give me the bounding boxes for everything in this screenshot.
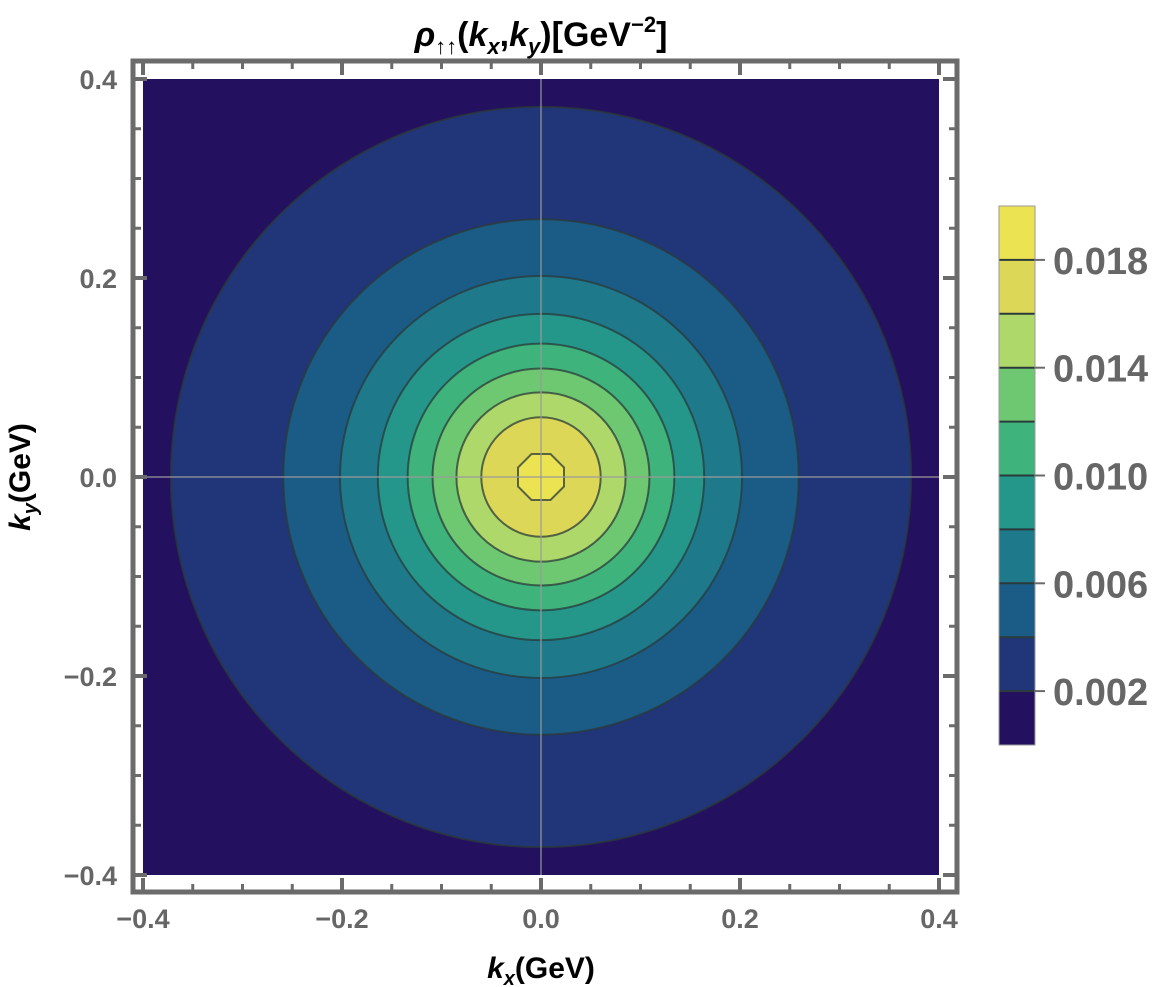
colorbar-segment bbox=[999, 583, 1035, 638]
zero-gridlines bbox=[143, 79, 939, 875]
colorbar-segment bbox=[999, 475, 1035, 530]
colorbar-tick-label: 0.006 bbox=[1053, 564, 1148, 606]
x-tick-label: −0.4 bbox=[116, 904, 169, 934]
colorbar-tick-label: 0.010 bbox=[1053, 457, 1148, 499]
x-axis-label-unit: (GeV) bbox=[515, 952, 595, 985]
y-axis-label-var: k bbox=[4, 513, 37, 531]
y-tick-label: 0.0 bbox=[79, 463, 117, 493]
title-comma: , bbox=[500, 16, 509, 54]
title-args-close: ) bbox=[540, 16, 551, 54]
colorbar-segment bbox=[999, 421, 1035, 476]
colorbar-tick-label: 0.018 bbox=[1053, 241, 1148, 283]
x-axis-label: kx(GeV) bbox=[487, 952, 595, 987]
x-tick-label: −0.2 bbox=[315, 904, 368, 934]
colorbar-segment bbox=[999, 691, 1035, 745]
title-symbol: ρ bbox=[414, 16, 436, 54]
y-axis-label-unit: (GeV) bbox=[4, 423, 37, 503]
y-tick-label: 0.2 bbox=[79, 264, 117, 294]
colorbar-segment bbox=[999, 259, 1035, 314]
colorbar-segment bbox=[999, 206, 1035, 260]
y-tick-label: 0.4 bbox=[79, 65, 117, 95]
colorbar-segment bbox=[999, 367, 1035, 422]
x-tick-label: 0.2 bbox=[721, 904, 759, 934]
title-arg1: k bbox=[469, 16, 490, 54]
colorbar-segment bbox=[999, 637, 1035, 692]
y-axis-ticks: −0.4 −0.2 0.0 0.2 0.4 bbox=[64, 65, 957, 891]
title-unit-open: [GeV bbox=[552, 16, 632, 54]
title-arg2: k bbox=[509, 16, 530, 54]
colorbar-segment bbox=[999, 529, 1035, 584]
title-args-open: ( bbox=[457, 16, 469, 54]
y-axis-label-sub: y bbox=[20, 502, 42, 515]
colorbar-segment bbox=[999, 313, 1035, 368]
y-axis-label: ky(GeV) bbox=[4, 423, 42, 531]
colorbar-tick-label: 0.002 bbox=[1053, 672, 1148, 714]
title-arg2-sub: y bbox=[527, 34, 542, 59]
y-tick-label: −0.2 bbox=[64, 662, 117, 692]
title-unit-close: ] bbox=[656, 16, 667, 54]
title-subscript: ↑↑ bbox=[435, 34, 457, 59]
y-tick-label: −0.4 bbox=[64, 861, 117, 891]
x-tick-label: 0.0 bbox=[522, 904, 560, 934]
x-axis-label-var: k bbox=[487, 952, 505, 985]
colorbar: 0.002 0.006 0.010 0.014 0.018 bbox=[998, 205, 1148, 746]
x-axis-label-sub: x bbox=[503, 968, 516, 987]
colorbar-tick-label: 0.014 bbox=[1053, 349, 1148, 391]
title-arg1-sub: x bbox=[486, 34, 500, 59]
x-tick-label: 0.4 bbox=[920, 904, 958, 934]
x-axis-ticks: −0.4 −0.2 0.0 0.2 0.4 bbox=[116, 61, 958, 934]
chart-title: ρ↑↑(kx,ky)[GeV−2] bbox=[414, 12, 668, 59]
title-unit-exp: −2 bbox=[631, 12, 656, 37]
